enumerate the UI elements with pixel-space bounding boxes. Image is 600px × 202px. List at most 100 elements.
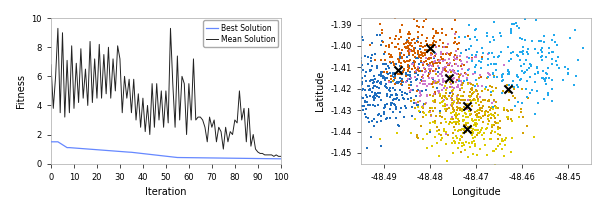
Point [318, 94, 328, 98]
Point [537, 54, 547, 58]
Point [443, 62, 453, 65]
Point [431, 73, 441, 76]
Point [453, 69, 463, 73]
Point [448, 136, 457, 140]
Point [413, 49, 423, 52]
Point [460, 111, 470, 114]
Best Solution [153, 154, 160, 156]
Point [421, 88, 430, 92]
Point [470, 36, 480, 39]
Point [422, 56, 431, 60]
Point [409, 46, 418, 49]
Point [381, 44, 391, 47]
Point [511, 96, 520, 100]
Point [376, 72, 386, 75]
Point [435, 58, 445, 61]
Point [403, 32, 413, 36]
Point [493, 132, 503, 135]
Point [547, 58, 556, 61]
Point [530, 73, 539, 76]
Point [395, 76, 405, 79]
Point [472, 153, 481, 156]
Point [395, 30, 405, 33]
Point [451, 53, 460, 56]
Point [475, 96, 485, 99]
Point [480, 110, 490, 114]
Point [379, 77, 388, 80]
Point [455, 35, 464, 38]
Point [541, 77, 551, 80]
Point [430, 106, 440, 109]
Point [421, 70, 430, 74]
Point [369, 81, 379, 84]
Point [548, 38, 557, 41]
Point [387, 42, 397, 45]
Point [379, 106, 389, 109]
Point [413, 67, 422, 70]
Point [452, 112, 461, 115]
Point [541, 72, 551, 75]
Point [419, 61, 429, 64]
Point [418, 107, 428, 110]
Point [485, 41, 494, 44]
Point [454, 174, 464, 177]
Point [485, 73, 495, 76]
Point [434, 154, 443, 158]
Point [415, 94, 425, 97]
Point [541, 79, 550, 82]
Point [422, 37, 432, 40]
Point [394, 124, 404, 128]
Point [533, 70, 543, 74]
Point [409, 99, 419, 102]
Point [430, 69, 440, 73]
Point [472, 50, 482, 54]
Point [403, 45, 412, 48]
Point [437, 116, 447, 119]
Point [404, 49, 413, 52]
Point [481, 85, 491, 89]
Point [395, 47, 404, 50]
Point [382, 76, 391, 79]
Point [490, 99, 499, 102]
Point [418, 79, 427, 83]
Point [439, 86, 449, 89]
Point [380, 50, 390, 53]
Point [436, 50, 446, 54]
Point [477, 84, 487, 88]
Point [470, 136, 480, 139]
Point [442, 45, 451, 49]
Point [462, 106, 472, 109]
Point [386, 80, 396, 83]
Point [446, 111, 456, 115]
Point [442, 133, 451, 136]
Point [399, 68, 409, 72]
Point [461, 131, 470, 134]
Point [413, 65, 423, 68]
Point [466, 100, 476, 103]
Point [503, 69, 513, 73]
Point [435, 111, 445, 114]
Point [416, 47, 425, 50]
Point [446, 61, 455, 64]
Point [381, 68, 391, 71]
Point [427, 113, 436, 116]
Point [547, 79, 557, 82]
Point [416, 41, 426, 44]
Point [353, 99, 362, 103]
Point [388, 79, 398, 82]
Point [425, 129, 435, 132]
Point [384, 43, 394, 47]
Point [361, 100, 370, 104]
Point [364, 55, 373, 59]
Point [437, 138, 446, 141]
Point [442, 61, 452, 64]
Point [380, 84, 390, 87]
Point [385, 90, 395, 93]
Point [409, 59, 418, 62]
Point [373, 104, 383, 107]
Point [473, 108, 483, 111]
Point [441, 69, 451, 72]
Point [382, 87, 392, 90]
Mean Solution [47, 63, 55, 66]
Point [389, 71, 398, 75]
